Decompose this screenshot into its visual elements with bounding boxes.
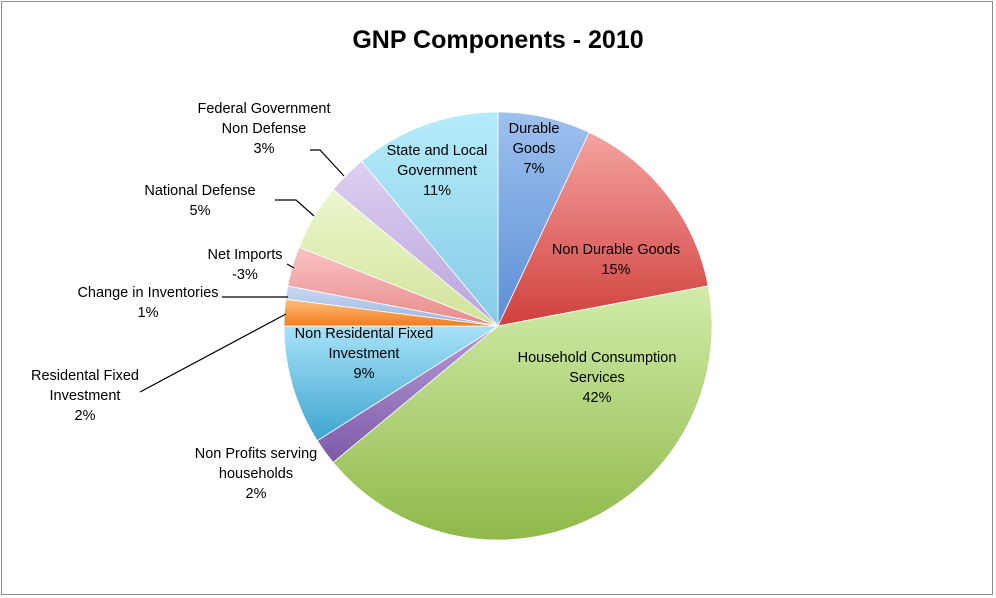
slice-label: Durable Goods 7% — [509, 121, 560, 177]
leader-line — [139, 313, 287, 393]
slice-label: Non Durable Goods 15% — [552, 242, 680, 278]
chart-title: GNP Components - 2010 — [352, 26, 643, 54]
slice-label-line: Change in Inventories — [77, 285, 218, 301]
slice-label-line: Non Defense — [222, 121, 307, 137]
slice-label-line: 1% — [138, 305, 159, 321]
slice-label-line: Non Durable Goods — [552, 242, 680, 258]
leader-line — [286, 263, 295, 269]
pie-slices — [283, 111, 713, 541]
slice-label-line: State and Local — [387, 143, 488, 159]
slice-label: Non Profits serving households 2% — [195, 446, 318, 502]
slice-label-line: 42% — [582, 390, 611, 406]
slice-label-line: Federal Government — [198, 101, 331, 117]
slice-label: National Defense 5% — [144, 183, 255, 219]
slice-labels: Durable Goods 7% Non Durable Goods 15% Househ… — [31, 101, 680, 502]
slice-label: Household Consumption Services 42% — [518, 350, 677, 406]
slice-label-line: 5% — [190, 203, 211, 219]
slice-label-line: Residental Fixed — [31, 368, 139, 384]
leader-line — [310, 149, 345, 177]
slice-label-line: 15% — [601, 262, 630, 278]
slice-label-line: 2% — [75, 408, 96, 424]
slice-label-line: Non Profits serving — [195, 446, 318, 462]
slice-label-line: 7% — [524, 161, 545, 177]
slice-label: State and Local Government 11% — [387, 143, 488, 199]
slice-label: Change in Inventories 1% — [77, 285, 218, 321]
leader-line — [275, 199, 315, 217]
slice-label-line: Services — [569, 370, 625, 386]
slice-label-line: 2% — [246, 486, 267, 502]
slice-label-line: Investment — [329, 346, 400, 362]
slice-label-line: Durable — [509, 121, 560, 137]
slice-label-line: households — [219, 466, 293, 482]
pie-slice-non-durable-goods — [497, 131, 709, 327]
slice-label-line: Net Imports — [208, 247, 283, 263]
slice-label-line: -3% — [232, 267, 258, 283]
slice-label-line: Non Residental Fixed — [295, 326, 434, 342]
slice-label: Federal Government Non Defense 3% — [198, 101, 331, 157]
pie-slice-state-and-local-government — [361, 111, 499, 328]
slice-label-line: 3% — [254, 141, 275, 157]
slice-label: Net Imports -3% — [208, 247, 283, 283]
slice-label: Non Residental Fixed Investment 9% — [295, 326, 434, 382]
pie-slice-non-residental-fixed-investment — [283, 325, 500, 442]
leader-lines — [139, 149, 345, 393]
slice-label: Residental Fixed Investment 2% — [31, 368, 139, 424]
slice-label-line: 11% — [423, 183, 451, 199]
pie-slice-household-consumption-services — [332, 285, 713, 541]
slice-label-line: Goods — [513, 141, 556, 157]
slice-label-line: Investment — [50, 388, 121, 404]
slice-label-line: 9% — [354, 366, 375, 382]
slice-label-line: Household Consumption — [518, 350, 677, 366]
slice-label-line: Government — [397, 163, 477, 179]
slice-label-line: National Defense — [144, 183, 255, 199]
